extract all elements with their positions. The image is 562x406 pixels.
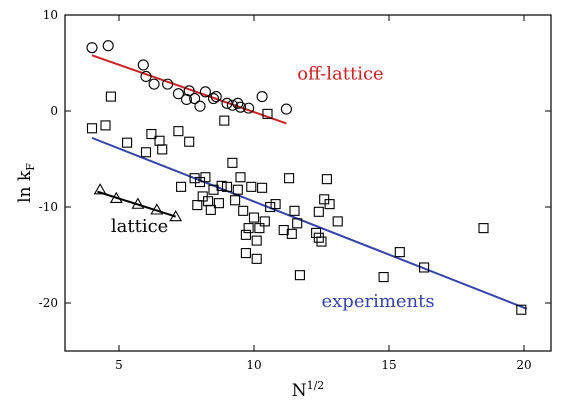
off-lattice-point [257,92,267,102]
x-tick-label: 5 [115,358,123,372]
experiments-point [258,183,267,192]
experiments-point [317,237,326,246]
experiments-point [241,249,250,258]
experiments-point [322,175,331,184]
experiments-point [252,254,261,263]
off-lattice-annotation: off-lattice [297,63,384,84]
experiments-point [479,224,488,233]
experiments-point [271,200,280,209]
experiments-point [250,213,259,222]
off-lattice-point [103,41,113,51]
y-tick-label: -20 [39,296,58,310]
experiments-point [314,207,323,216]
experiments-point [239,206,248,215]
x-axis-label-base: N [292,381,307,401]
experiments-point [379,273,388,282]
y-axis-label-sub: F [24,163,37,171]
y-tick-label: 0 [50,104,58,118]
experiments-point [158,145,167,154]
experiments-point [285,174,294,183]
lattice-annotation: lattice [111,216,168,237]
off-lattice-point [281,104,291,114]
y-axis-label: ln kF [15,163,37,203]
lattice-fit-line [97,192,175,217]
off-lattice-point [87,43,97,53]
experiments-point [142,148,151,157]
experiments-point [233,185,242,194]
experiments-point [177,182,186,191]
experiments-point [290,206,299,215]
x-axis-label: N1/2 [292,379,325,401]
x-tick-label: 15 [381,358,396,372]
x-tick-label: 20 [516,358,531,372]
experiments-point [106,92,115,101]
x-axis-label-sup: 1/2 [307,379,325,392]
experiments-point [174,127,183,136]
experiments-point [88,124,97,133]
off-lattice-point [149,79,159,89]
experiments-point [395,248,404,257]
off-lattice-point [163,79,173,89]
experiments-point [247,182,256,191]
fit-lines [92,55,527,308]
y-tick-label: -10 [39,200,58,214]
experiments-point [101,121,110,130]
experiments-point [220,116,229,125]
experiments-point [236,173,245,182]
experiments-point [255,224,264,233]
experiments-annotation: experiments [322,291,435,312]
experiments-point [241,230,250,239]
off-lattice-point [195,101,205,111]
experiments-point [295,271,304,280]
experiments-point [123,138,132,147]
experiments-point [252,236,261,245]
experiments-point [260,217,269,226]
experiments-point [185,137,194,146]
y-tick-label: 10 [43,8,58,22]
off-lattice-fit-line [92,55,286,123]
x-tick-label: 10 [246,358,261,372]
experiments-point [231,196,240,205]
experiments-point [193,201,202,210]
off-lattice-point [138,60,148,70]
experiments-point [333,217,342,226]
y-axis-label-base: ln k [15,170,35,203]
experiments-point [228,158,237,167]
experiments-point [244,224,253,233]
series-annotations: off-lattice lattice experiments [111,63,435,312]
